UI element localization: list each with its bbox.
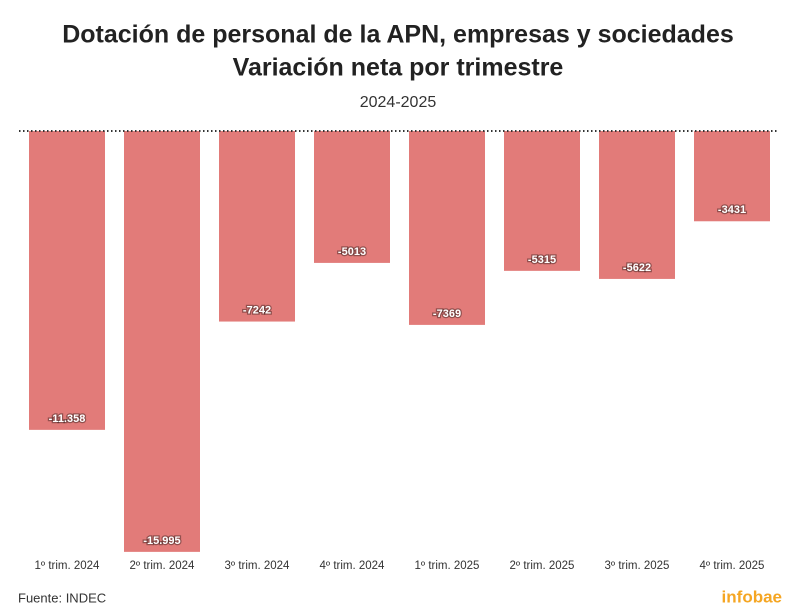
x-tick-label: 2º trim. 2024 xyxy=(130,560,196,572)
value-label: -7369 xyxy=(433,308,461,320)
chart-title: Dotación de personal de la APN, empresas… xyxy=(62,21,734,49)
value-label: -5315 xyxy=(528,254,556,266)
x-tick-label: 4º trim. 2025 xyxy=(700,560,765,572)
x-tick-label: 1º trim. 2024 xyxy=(35,560,101,572)
x-tick-label: 4º trim. 2024 xyxy=(320,560,386,572)
x-tick-label: 3º trim. 2024 xyxy=(225,560,291,572)
bar xyxy=(694,131,770,222)
bar xyxy=(409,131,485,325)
bar xyxy=(314,131,390,263)
chart-subtitle: 2024-2025 xyxy=(360,94,437,111)
value-label: -7242 xyxy=(243,304,271,316)
bar xyxy=(29,131,105,430)
value-label: -5013 xyxy=(338,246,366,258)
value-label: -3431 xyxy=(718,204,746,216)
source: Fuente: INDEC xyxy=(18,590,106,605)
x-tick-label: 3º trim. 2025 xyxy=(605,560,670,572)
chart-subtitle-line: Variación neta por trimestre xyxy=(233,54,564,82)
x-tick-label: 1º trim. 2025 xyxy=(415,560,480,572)
bar xyxy=(504,131,580,271)
bar xyxy=(219,131,295,322)
value-label: -5622 xyxy=(623,262,651,274)
bar xyxy=(599,131,675,279)
value-label: -15.995 xyxy=(143,535,180,547)
value-label: -11.358 xyxy=(49,413,86,425)
bar xyxy=(124,131,200,552)
x-tick-label: 2º trim. 2025 xyxy=(510,560,575,572)
logo: infobae xyxy=(722,587,782,606)
